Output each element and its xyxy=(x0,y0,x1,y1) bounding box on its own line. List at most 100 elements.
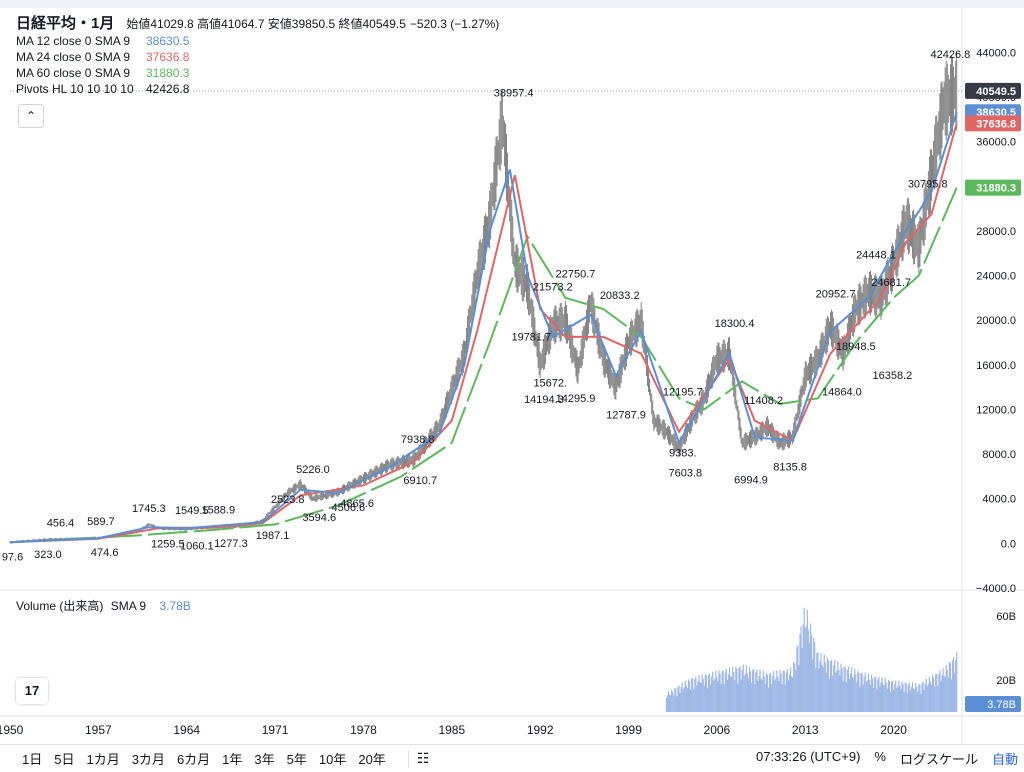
pivot-label: 20833.2 xyxy=(600,290,640,302)
pivot-label: 18948.5 xyxy=(836,341,876,353)
range-button-9[interactable]: 20年 xyxy=(358,752,386,767)
pivot-label: 15672. xyxy=(533,377,567,389)
ohlc-0: 始値41029.8 xyxy=(126,17,198,31)
price-tag-label: 40549.5 xyxy=(976,86,1016,98)
pivot-label: 30795.8 xyxy=(908,179,948,191)
x-tick-label: 1985 xyxy=(438,723,465,737)
pivot-label: 24681.7 xyxy=(871,277,911,289)
volume-tick-label: 60B xyxy=(996,611,1016,623)
x-tick-label: 2020 xyxy=(880,723,907,737)
y-tick-label: −4000.0 xyxy=(976,583,1016,595)
pivot-label: 21573.2 xyxy=(533,282,573,294)
toolbar-divider xyxy=(407,749,409,768)
calendar-range-icon[interactable]: ☷ xyxy=(416,750,430,766)
price-chart[interactable]: 97.6 323.0 456.4 474.6 589.7 1745.3 1259.51060… xyxy=(0,0,1024,744)
pivot-label: 1745.3 xyxy=(132,503,166,515)
ohlc-values: 始値41029.8 高値41064.7 安値39850.5 終値40549.5 xyxy=(126,16,406,32)
top-border xyxy=(0,0,1024,8)
pivot-label: 589.7 xyxy=(87,516,115,528)
ma12-legend[interactable]: MA 12 close 0 SMA 9 38630.5 xyxy=(16,34,190,48)
ohlc-1: 高値41064.7 xyxy=(197,17,268,31)
pivot-label: 20952.7 xyxy=(816,289,856,301)
ohlc-2: 安値39850.5 xyxy=(267,17,339,31)
x-tick-label: 1992 xyxy=(527,723,554,737)
auto-scale-toggle[interactable]: 自動 xyxy=(991,752,1018,767)
percent-toggle[interactable]: % xyxy=(874,749,886,764)
pivot-label: 22750.7 xyxy=(556,268,596,280)
y-tick-label: 44000.0 xyxy=(976,47,1016,59)
tradingview-logo-icon[interactable]: 17 xyxy=(16,678,48,704)
pivot-label: 97.6 xyxy=(2,551,23,563)
range-button-4[interactable]: 6カ月 xyxy=(176,752,211,767)
price-tag xyxy=(965,115,1021,132)
pivot-label: 18300.4 xyxy=(715,318,755,330)
pivot-label: 19781.7 xyxy=(511,332,551,344)
pivot-label: 7603.8 xyxy=(669,468,703,480)
range-button-7[interactable]: 5年 xyxy=(286,752,307,767)
ma24-line xyxy=(9,123,958,544)
range-button-5[interactable]: 1年 xyxy=(222,752,243,767)
bottom-toolbar: 1日 5日 1カ月 3カ月 6カ月 1年 3年 5年 10年 20年 ☷ 07:33:26 (UT… xyxy=(0,744,1024,772)
ma24-legend[interactable]: MA 24 close 0 SMA 9 37636.8 xyxy=(16,50,190,64)
range-selector: 1日 5日 1カ月 3カ月 6カ月 1年 3年 5年 10年 20年 xyxy=(22,749,398,768)
ma60-line xyxy=(9,187,958,544)
range-button-0[interactable]: 1日 xyxy=(22,752,43,767)
range-button-1[interactable]: 5日 xyxy=(54,752,75,767)
y-tick-label: 12000.0 xyxy=(976,404,1016,416)
price-tag-label: 31880.3 xyxy=(976,183,1016,195)
pivot-label: 1987.1 xyxy=(256,530,290,542)
x-tick-label: 1999 xyxy=(615,723,642,737)
pivot-label: 12195.7 xyxy=(663,386,703,398)
range-button-8[interactable]: 10年 xyxy=(318,752,347,767)
pivot-label: 1277.3 xyxy=(214,538,248,550)
pivot-label: 1060.1 xyxy=(180,541,214,553)
volume-legend[interactable]: Volume (出来高) SMA 9 3.78B xyxy=(16,599,191,613)
price-tag-label: 37636.8 xyxy=(976,118,1016,130)
change-value: −520.3 (−1.27%) xyxy=(409,17,500,31)
log-scale-toggle[interactable]: ログスケール xyxy=(899,752,978,767)
ma12-line xyxy=(9,111,958,544)
pivot-label: 14194.3 xyxy=(524,394,564,406)
pivot-label: 2523.8 xyxy=(271,494,305,506)
chart-legend: 日経平均・1月 始値41029.8 高値41064.7 安値39850.5 終値… xyxy=(16,16,499,97)
symbol-title[interactable]: 日経平均・1月 xyxy=(16,15,115,32)
volume-tick-label: 20B xyxy=(996,675,1016,687)
pivot-label: 11408.2 xyxy=(744,395,783,407)
ohlc-3: 終値40549.5 xyxy=(338,17,406,31)
pivot-label: 9383. xyxy=(669,448,697,460)
ma60-legend[interactable]: MA 60 close 0 SMA 9 31880.3 xyxy=(16,66,190,80)
y-tick-label: 0.0 xyxy=(1001,538,1016,550)
pivot-label: 456.4 xyxy=(47,517,75,529)
y-tick-label: 24000.0 xyxy=(976,271,1016,283)
pivot-label: 7938.8 xyxy=(401,434,435,446)
pivot-label: 4506.6 xyxy=(331,502,365,514)
pivot-label: 14864.0 xyxy=(822,386,862,398)
x-tick-label: 2006 xyxy=(704,723,731,737)
y-tick-label: 16000.0 xyxy=(976,360,1016,372)
pivot-label: 12787.9 xyxy=(606,410,646,422)
pivot-label: 14295.9 xyxy=(556,393,596,405)
pivot-label: 6994.9 xyxy=(734,474,768,486)
pivot-label: 474.6 xyxy=(91,547,119,559)
price-tag xyxy=(965,179,1021,196)
range-button-6[interactable]: 3年 xyxy=(254,752,275,767)
pivot-label: 1588.9 xyxy=(201,505,235,517)
clock-time[interactable]: 07:33:26 (UTC+9) xyxy=(755,749,861,764)
pivot-label: 38957.4 xyxy=(494,88,534,100)
volume-value-tag-label: 3.78B xyxy=(987,699,1016,711)
range-button-2[interactable]: 1カ月 xyxy=(86,752,120,767)
x-tick-label: 1964 xyxy=(173,723,200,737)
pivot-label: 8135.8 xyxy=(773,462,807,474)
pivot-label: 6910.7 xyxy=(403,475,437,487)
collapse-legend-button[interactable]: ⌃ xyxy=(18,104,44,128)
y-tick-label: 20000.0 xyxy=(976,315,1016,327)
pivots-legend[interactable]: Pivots HL 10 10 10 10 42426.8 xyxy=(16,82,190,96)
pivot-label: 1549.5 xyxy=(175,505,209,517)
pivot-label: 1259.5 xyxy=(151,538,185,550)
pivot-label: 42426.8 xyxy=(931,49,971,61)
volume-value-tag xyxy=(965,696,1021,712)
range-button-3[interactable]: 3カ月 xyxy=(131,752,165,767)
y-tick-label: 8000.0 xyxy=(982,449,1016,461)
x-tick-label: 1971 xyxy=(262,723,289,737)
pivot-label: 3594.6 xyxy=(302,512,336,524)
